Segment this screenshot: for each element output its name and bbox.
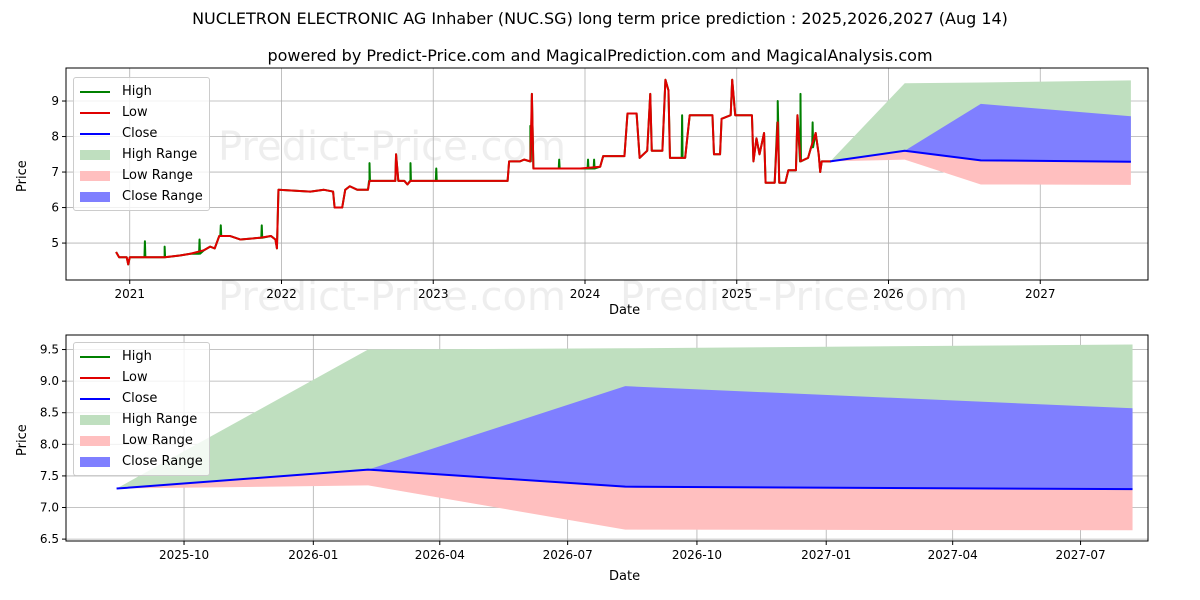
bottom-xtick-label: 2027-07 xyxy=(1055,548,1105,562)
bottom-ytick-label: 6.5 xyxy=(40,532,59,546)
legend-label: Close Range xyxy=(122,189,203,204)
bottom-legend: High Low Close High Range Low Range Clos… xyxy=(73,342,210,476)
bottom-xtick-label: 2027-04 xyxy=(928,548,978,562)
legend-item-high-range: High Range xyxy=(80,144,203,165)
legend-item-close-range: Close Range xyxy=(80,451,203,472)
top-low-line xyxy=(115,78,831,266)
top-xtick-label: 2025 xyxy=(721,287,752,301)
legend-item-low: Low xyxy=(80,102,203,123)
bottom-ytick-label: 8.5 xyxy=(40,406,59,420)
top-ytick-label: 8 xyxy=(51,130,59,144)
watermark: Predict-Price.com xyxy=(218,274,566,320)
top-axes-frame xyxy=(65,67,1149,281)
bottom-close-line xyxy=(116,468,1133,491)
top-close-range-area xyxy=(830,103,1131,162)
legend-item-low: Low xyxy=(80,367,203,388)
watermark: Predict-Price.com xyxy=(620,274,968,320)
bottom-ytick-label: 7.5 xyxy=(40,469,59,483)
top-xtick-label: 2026 xyxy=(873,287,904,301)
top-ytick-label: 9 xyxy=(51,94,59,108)
top-xtick-label: 2023 xyxy=(418,287,449,301)
legend-label: High xyxy=(122,349,152,364)
legend-item-close: Close xyxy=(80,123,203,144)
legend-label: Low xyxy=(122,105,148,120)
top-low-range-area xyxy=(830,150,1131,185)
top-ytick-label: 7 xyxy=(51,165,59,179)
chart-title: NUCLETRON ELECTRONIC AG Inhaber (NUC.SG)… xyxy=(192,9,1008,28)
bottom-axes-frame xyxy=(65,334,1149,542)
bottom-ytick-label: 8.0 xyxy=(40,437,59,451)
legend-label: Low xyxy=(122,370,148,385)
bottom-low-range-area xyxy=(116,469,1133,531)
legend-label: Low Range xyxy=(122,168,193,183)
legend-item-high: High xyxy=(80,346,203,367)
legend-label: High Range xyxy=(122,412,198,427)
legend-label: Low Range xyxy=(122,433,193,448)
top-xtick-label: 2021 xyxy=(114,287,145,301)
bottom-xtick-label: 2026-07 xyxy=(543,548,593,562)
bottom-close-range-area xyxy=(116,386,1133,490)
bottom-ytick-label: 9.5 xyxy=(40,343,59,357)
legend-item-close: Close xyxy=(80,388,203,409)
top-ytick-label: 5 xyxy=(51,236,59,250)
chart-subtitle: powered by Predict-Price.com and Magical… xyxy=(267,46,933,65)
bottom-ylabel: Price xyxy=(15,424,30,456)
top-ylabel: Price xyxy=(15,160,30,192)
bottom-xtick-label: 2026-01 xyxy=(288,548,338,562)
top-close-line xyxy=(830,149,1131,163)
legend-item-low-range: Low Range xyxy=(80,165,203,186)
top-ytick-label: 6 xyxy=(51,201,59,215)
legend-label: Close Range xyxy=(122,454,203,469)
legend-item-close-range: Close Range xyxy=(80,186,203,207)
legend-label: Close xyxy=(122,126,158,141)
legend-label: High Range xyxy=(122,147,198,162)
top-xtick-label: 2024 xyxy=(570,287,601,301)
legend-label: Close xyxy=(122,391,158,406)
bottom-xtick-label: 2027-01 xyxy=(801,548,851,562)
bottom-ytick-label: 7.0 xyxy=(40,501,59,515)
legend-label: High xyxy=(122,84,152,99)
bottom-xtick-label: 2026-04 xyxy=(415,548,465,562)
bottom-xtick-label: 2026-10 xyxy=(672,548,722,562)
legend-item-high-range: High Range xyxy=(80,409,203,430)
top-xtick-label: 2022 xyxy=(266,287,297,301)
legend-item-high: High xyxy=(80,81,203,102)
top-xtick-label: 2027 xyxy=(1025,287,1056,301)
watermark: Predict-Price.com xyxy=(218,124,566,170)
top-legend: High Low Close High Range Low Range Clos… xyxy=(73,77,210,211)
bottom-ytick-label: 9.0 xyxy=(40,374,59,388)
legend-item-low-range: Low Range xyxy=(80,430,203,451)
bottom-xtick-label: 2025-10 xyxy=(159,548,209,562)
top-xlabel: Date xyxy=(609,303,641,318)
bottom-xlabel: Date xyxy=(609,569,641,584)
